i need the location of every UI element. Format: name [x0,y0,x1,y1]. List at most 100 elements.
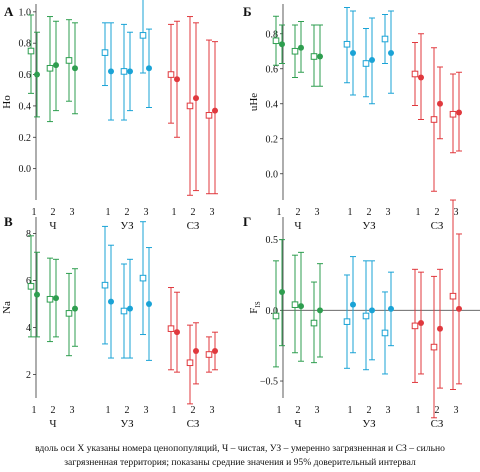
y-tick-label: 0.0 [19,164,32,175]
y-tick-label: 1.0 [19,7,32,18]
mean-marker-open-square [449,292,457,300]
group-1: 1 2 3 Ч [27,235,78,430]
y-tick-label: 0.4 [19,101,32,112]
mean-marker-open-square [362,312,370,320]
mean-marker-filled-circle [72,65,78,72]
x-tick-label: 2 [125,405,130,416]
y-tick-label: 0.6 [266,64,279,75]
y-axis-label: Na [1,301,13,314]
x-tick-label: 1 [277,207,282,218]
x-tick-label: 2 [296,207,301,218]
mean-marker-open-square [120,307,128,315]
caption-line-1: вдоль оси X указаны номера ценопопуляций… [35,443,445,454]
mean-marker-filled-circle [108,298,114,305]
group-3: 1 2 3 СЗ [167,16,218,232]
caption-line-2: загрязненная территория; показаны средни… [64,457,416,468]
mean-marker-filled-circle [350,301,356,308]
x-tick-label: 1 [106,405,111,416]
mean-marker-filled-circle [369,57,375,63]
y-tick-label: 0.0 [266,169,279,180]
mean-marker-filled-circle [174,329,180,336]
x-tick-label: 3 [386,405,391,416]
group-3: 1 2 3 СЗ [411,33,462,232]
mean-marker-filled-circle [418,320,424,327]
mean-marker-filled-circle [34,71,40,78]
y-tick-label: 0.6 [19,70,32,81]
y-tick-label: 4 [26,323,31,334]
group-2: 1 2 3 УЗ [101,221,152,430]
x-tick-label: 3 [70,405,75,416]
mean-marker-filled-circle [53,62,59,69]
panel-label: А [4,4,14,19]
y-tick-label: 0.4 [266,99,279,110]
mean-marker-open-square [167,71,175,78]
x-group-label: СЗ [187,418,200,430]
mean-marker-filled-circle [127,305,133,312]
y-tick-label: 0.2 [266,134,279,145]
x-tick-label: 2 [125,207,130,218]
mean-marker-filled-circle [193,347,199,354]
mean-marker-open-square [411,322,419,330]
x-tick-label: 1 [348,405,353,416]
y-tick-label: 0.8 [19,39,32,50]
x-tick-label: 3 [210,207,215,218]
mean-marker-open-square [101,49,109,56]
figure-caption: вдоль оси X указаны номера ценопопуляций… [0,442,480,470]
panel-label: Б [243,4,252,19]
mean-marker-open-square [291,301,299,308]
group-2: 1 2 3 УЗ [101,0,152,232]
group-1: 1 2 3 Ч [27,14,78,232]
x-tick-label: 1 [348,207,353,218]
y-tick-label: 0.8 [266,29,279,40]
mean-marker-filled-circle [279,288,285,295]
panel-label: В [4,214,13,229]
mean-marker-open-square [101,281,109,289]
mean-marker-filled-circle [212,107,218,114]
mean-marker-filled-circle [108,68,114,75]
group-1: 1 2 3 Ч [272,239,323,430]
mean-marker-open-square [310,319,318,327]
figure-panels: А 0.0 0.2 0.4 0.6 0.8 1.0 Ho 1 2 3 Ч 1 2 3 УЗ 1 2 3 СЗ Б 0.0 0… [1,0,480,430]
x-group-label: УЗ [362,418,376,430]
mean-marker-open-square [411,70,419,78]
chart-panel-4: Г −0.5 0.0 0.5 FIS 1 2 3 Ч 1 2 3 УЗ 1 2 3 СЗ [243,199,480,430]
y-tick-label: 2 [26,370,31,381]
mean-marker-filled-circle [317,53,323,60]
mean-marker-open-square [343,40,351,48]
x-group-label: Ч [294,418,301,430]
chart-panel-1: А 0.0 0.2 0.4 0.6 0.8 1.0 Ho 1 2 3 Ч 1 2 3 УЗ 1 2 3 СЗ [1,0,218,232]
mean-marker-open-square [343,318,351,325]
x-tick-label: 1 [416,405,421,416]
x-tick-label: 2 [191,207,196,218]
mean-marker-filled-circle [456,305,462,312]
x-tick-label: 3 [454,207,459,218]
group-3: 1 2 3 СЗ [411,199,462,430]
y-axis-label: FIS [248,301,262,313]
x-tick-label: 1 [416,207,421,218]
x-tick-label: 2 [51,207,56,218]
x-tick-label: 3 [70,207,75,218]
mean-marker-filled-circle [418,74,424,81]
mean-marker-open-square [27,47,35,55]
x-group-label: СЗ [431,220,444,232]
x-tick-label: 2 [51,405,56,416]
x-tick-label: 1 [277,405,282,416]
mean-marker-open-square [291,47,299,55]
y-axis-label: Ho [1,95,13,109]
mean-marker-filled-circle [298,303,304,310]
x-tick-label: 2 [191,405,196,416]
x-tick-label: 3 [315,405,320,416]
x-tick-label: 2 [367,405,372,416]
mean-marker-open-square [27,283,35,290]
x-group-label: Ч [294,220,301,232]
x-tick-label: 1 [32,405,37,416]
chart-panel-2: Б 0.0 0.2 0.4 0.6 0.8 uHe 1 2 3 Ч 1 2 3 УЗ 1 2 3 СЗ [243,4,462,232]
y-axis-label: uHe [248,93,260,111]
mean-marker-open-square [310,53,318,60]
mean-marker-open-square [65,57,73,64]
x-group-label: Ч [49,418,56,430]
group-1: 1 2 3 Ч [272,15,323,232]
y-tick-label: −0.5 [260,377,278,388]
mean-marker-open-square [139,274,147,282]
mean-marker-open-square [381,329,389,337]
